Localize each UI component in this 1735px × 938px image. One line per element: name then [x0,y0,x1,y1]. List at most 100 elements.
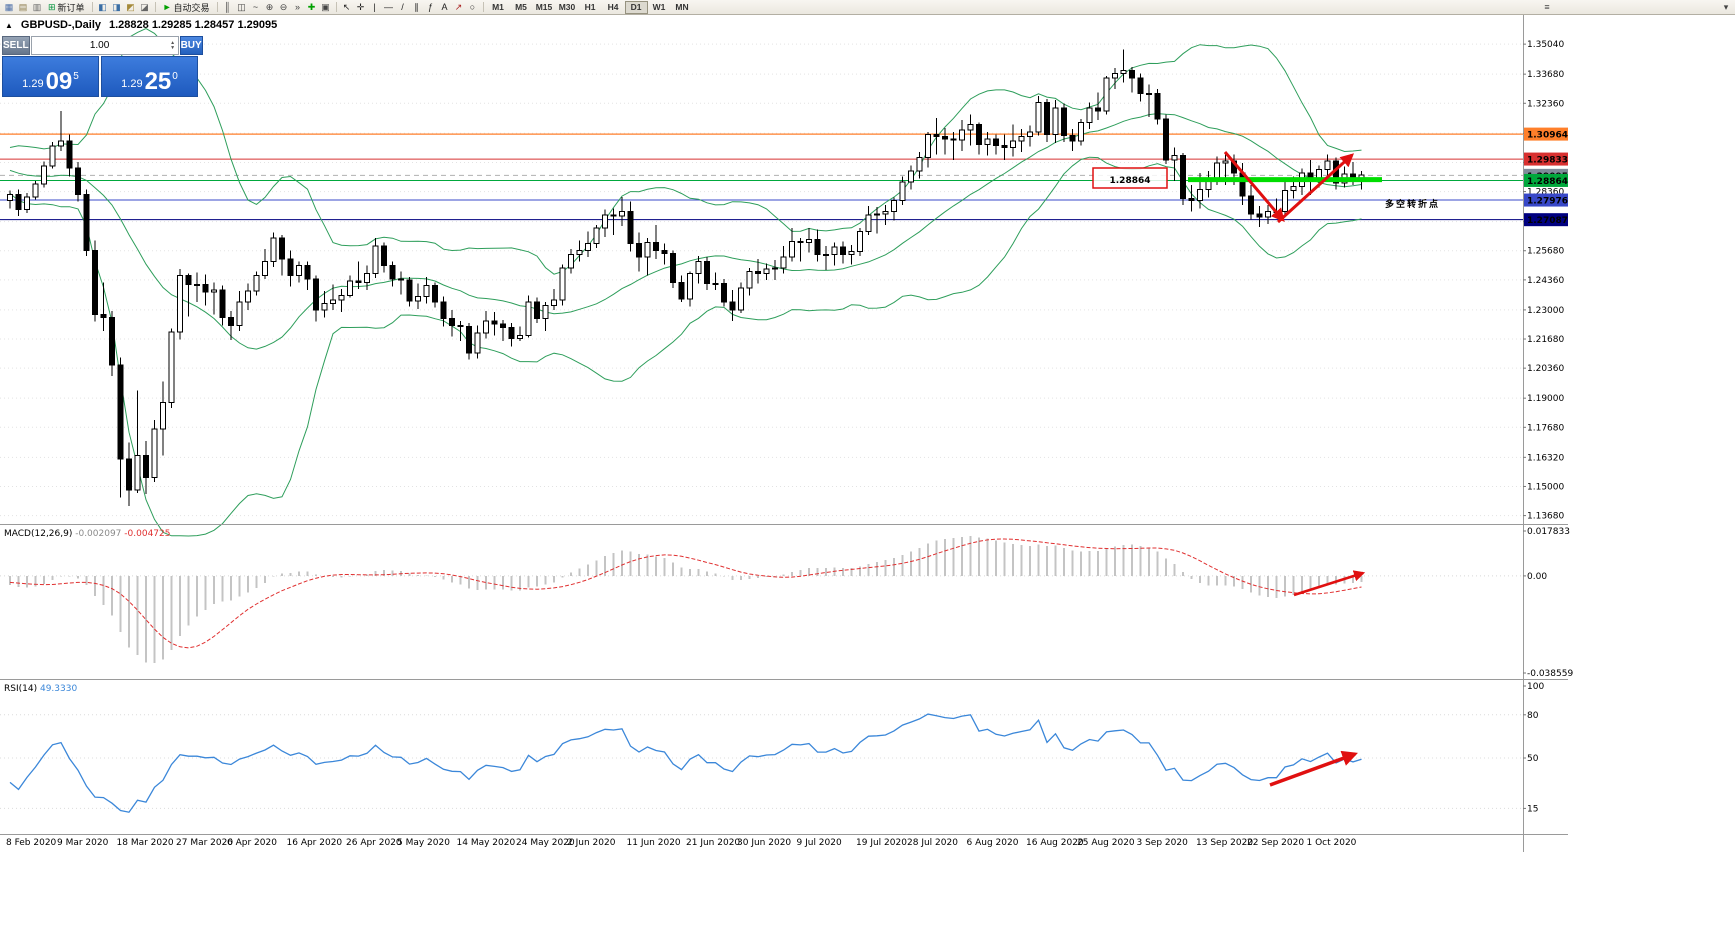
indicators-icon[interactable]: ✚ [307,1,316,12]
market-watch-icon[interactable]: ◧ [98,1,107,12]
timeframe-m1[interactable]: M1 [492,1,504,12]
shapes-icon[interactable]: ○ [469,2,476,12]
price-scale-label: 1.32360 [1527,99,1564,109]
svg-text:50: 50 [1527,754,1539,764]
new-chart-icon[interactable]: ▦ [4,1,14,12]
vertical-line-icon[interactable]: | [373,2,376,12]
svg-text:1.27976: 1.27976 [1527,197,1568,207]
toolbar-menu-icon[interactable]: ▾ [1723,1,1729,12]
macd-label: MACD(12,26,9) -0.002097 -0.004725 [4,529,170,539]
spinner-down-icon[interactable]: ▼ [170,44,176,51]
price-badge-1.27976 [1524,193,1568,207]
time-axis-label: 13 Sep 2020 [1196,838,1253,848]
horizontal-line-icon[interactable]: — [384,2,393,12]
svg-text:15: 15 [1527,804,1538,814]
price-scale-label: 1.13680 [1527,512,1564,522]
volume-field: ▲ ▼ [30,36,179,55]
auto-scroll-icon[interactable]: » [294,2,300,12]
chart-canvas[interactable]: 1.28864 多空转折点 1.350401.336801.323601.31000… [0,15,1735,852]
rsi-label: RSI(14) 49.3330 [4,684,77,694]
autotrading-button[interactable]: ► 自动交易 [162,2,210,13]
time-axis-label: 16 Aug 2020 [1026,838,1084,848]
fibonacci-icon[interactable]: ƒ [427,2,433,12]
buy-price-box[interactable]: 1.29 25 0 [101,56,198,97]
chart-window: 1.28864 多空转折点 1.350401.336801.323601.31000… [0,15,1735,852]
price-scale-label: 1.17680 [1527,423,1564,433]
timeframe-mn[interactable]: MN [675,1,689,12]
candlestick-icon[interactable]: ◫ [237,1,246,12]
profiles-icon[interactable]: ▤ [18,1,28,12]
new-order-button[interactable]: ⊞ 新订单 [48,1,85,13]
price-scale[interactable]: 1.350401.336801.323601.310001.296801.283… [1523,40,1568,522]
sell-price-box[interactable]: 1.29 09 5 [2,56,99,97]
templates-icon[interactable]: ▣ [321,1,330,12]
channel-icon[interactable]: ∥ [414,1,419,12]
volume-input[interactable] [31,39,168,52]
timeframe-w1[interactable]: W1 [652,1,666,12]
navigator-icon[interactable]: ◩ [126,1,135,12]
panel-separators[interactable] [0,15,1568,852]
time-axis-label: 11 Jun 2020 [627,838,681,848]
price-badge-1.28864 [1524,173,1568,187]
svg-text:1.29833: 1.29833 [1527,156,1568,166]
spinner-up-icon[interactable]: ▲ [170,39,176,46]
bottom-spacer [0,852,1735,938]
bollinger-middle [9,113,1362,350]
svg-text:100: 100 [1527,682,1544,692]
price-scale-label: 1.23000 [1527,306,1564,316]
chart-shift-icon[interactable]: ▥ [32,1,42,12]
time-axis-label: 26 Apr 2020 [346,838,402,848]
macd-trend-arrow[interactable] [1293,570,1366,597]
volume-spinner[interactable]: ▲ ▼ [168,39,178,51]
price-scale-label: 1.19000 [1527,394,1564,404]
buy-button[interactable]: BUY [179,36,203,55]
price-scale-label: 1.28360 [1527,188,1564,198]
timeframe-h4[interactable]: H4 [607,1,619,12]
sell-price-prefix: 1.29 [22,78,44,90]
buy-price-big: 25 [144,68,172,95]
text-icon[interactable]: A [441,2,448,12]
crosshair-icon[interactable]: ✛ [356,1,365,12]
timeframe-d1[interactable]: D1 [624,0,648,14]
trendline-icon[interactable]: / [401,2,404,12]
candlestick-series [7,49,1365,506]
time-axis-label: 2 Jun 2020 [567,838,616,848]
zoom-in-icon[interactable]: ⊕ [265,1,274,12]
timeframe-m5[interactable]: M5 [515,1,527,12]
time-axis-label: 27 Mar 2020 [176,838,233,848]
arrows-icon[interactable]: ↗ [454,1,463,12]
trend-arrow-up[interactable] [1276,153,1355,224]
cursor-icon[interactable]: ↖ [342,1,351,12]
svg-text:1.28864: 1.28864 [1527,177,1568,187]
zoom-out-icon[interactable]: ⊖ [279,1,288,12]
data-window-icon[interactable]: ◨ [112,1,121,12]
timeframe-m15[interactable]: M15 [535,1,553,12]
toolbar-overflow-icon[interactable]: ≡ [1544,2,1550,12]
macd-label-group: MACD(12,26,9) -0.002097 -0.004725 [4,529,170,539]
time-axis[interactable]: 8 Feb 2020 9 Mar 2020 18 Mar 2020 27 Mar 20… [6,838,1357,848]
one-click-collapse-icon[interactable]: ▲ [5,20,13,30]
turning-point-label[interactable]: 多空转折点 [1385,198,1440,210]
bar-chart-icon[interactable]: ║ [224,2,231,12]
rsi-scale[interactable]: 100 80 50 15 [1523,682,1544,814]
toolbar-separator [91,2,93,12]
line-chart-icon[interactable]: ~ [252,2,259,12]
timeframe-h1[interactable]: H1 [584,1,596,12]
rsi-trend-arrow[interactable] [1269,750,1358,787]
sell-button[interactable]: SELL [2,36,30,55]
rsi-panel [0,713,1523,813]
svg-text:1.27087: 1.27087 [1527,216,1568,226]
price-callout-box[interactable] [1092,167,1168,189]
macd-panel [0,536,1523,663]
main-grid [0,43,1523,517]
timeframe-m30[interactable]: M30 [558,1,576,12]
macd-scale[interactable]: 0.017833 0.00 -0.038559 [1523,527,1573,679]
time-axis-label: 25 Aug 2020 [1077,838,1135,848]
price-badge-1.29833 [1524,152,1568,166]
terminal-icon[interactable]: ◪ [140,1,149,12]
sell-price-big: 09 [45,68,73,95]
chart-annotations[interactable]: 1.28864 多空转折点 [1092,151,1440,787]
price-callout-text: 1.28864 [1110,176,1151,186]
horizontal-level-lines[interactable] [0,133,1523,221]
trend-arrow-down[interactable] [1223,151,1285,223]
